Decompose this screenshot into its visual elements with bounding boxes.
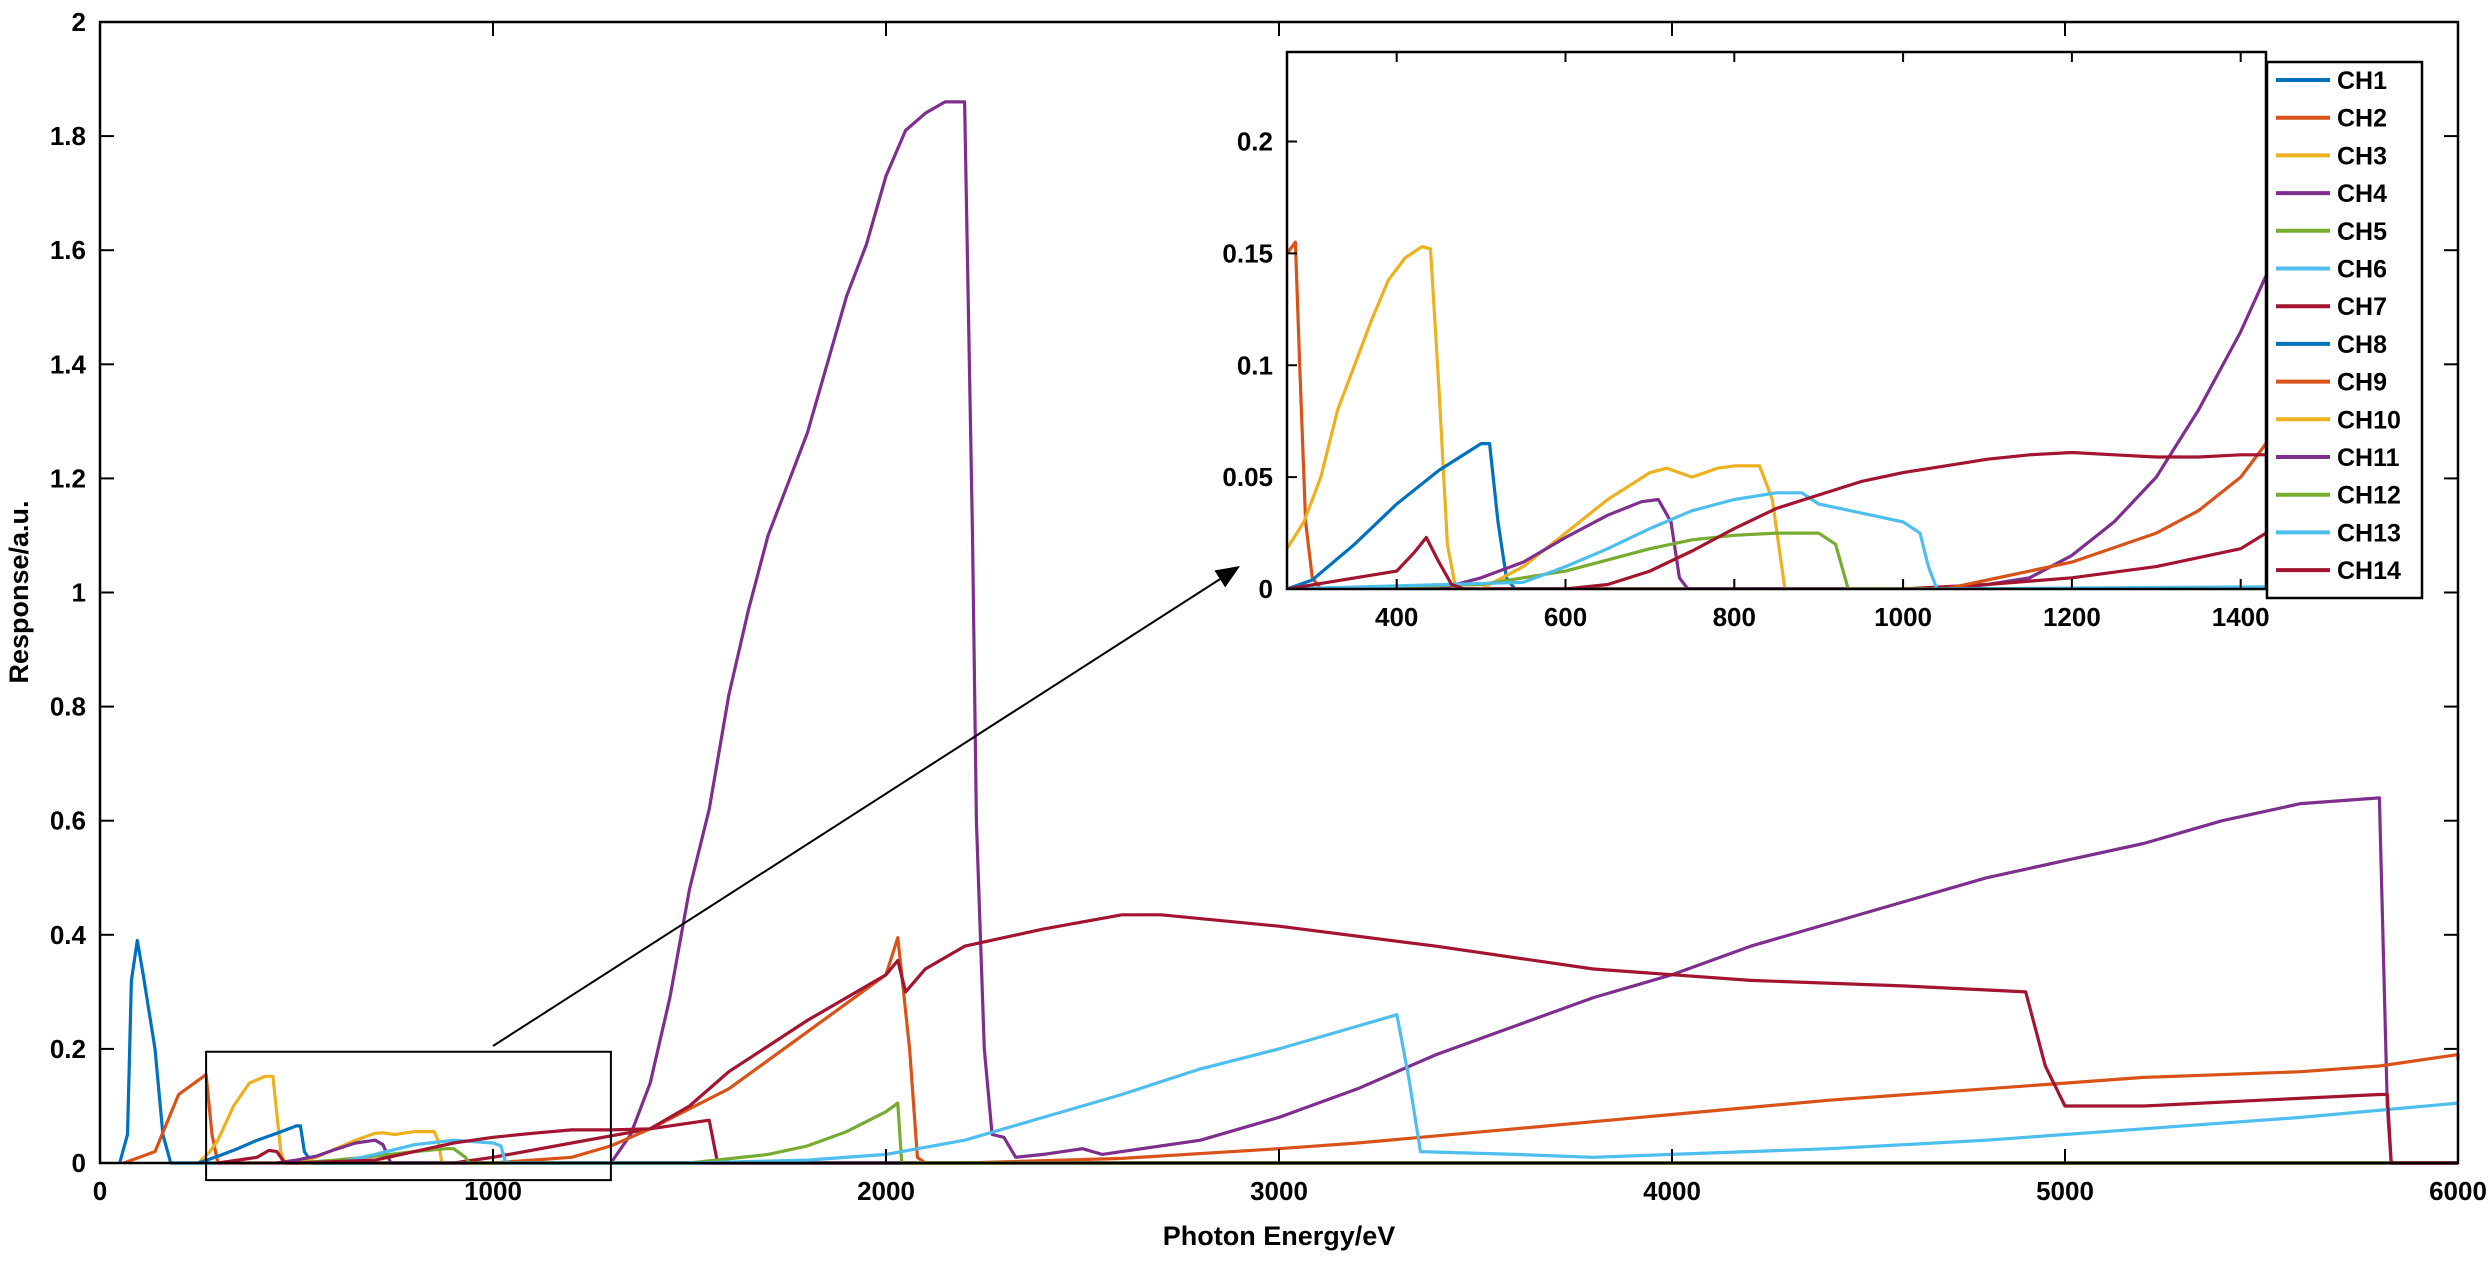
main-x-tick-label: 0 xyxy=(93,1176,107,1206)
legend-item-ch13: CH13 xyxy=(2276,519,2401,547)
legend-label: CH2 xyxy=(2337,105,2387,133)
legend-item-ch6: CH6 xyxy=(2276,256,2387,284)
legend-label: CH11 xyxy=(2337,444,2400,472)
main-y-tick-label: 0.2 xyxy=(50,1034,86,1064)
main-y-tick-label: 0.6 xyxy=(50,806,86,836)
zoom-box xyxy=(205,1050,612,1182)
main-y-ticks: 0 0.2 0.4 0.6 0.8 1 1.2 1.4 1.6 1.8 2 xyxy=(50,7,2458,1178)
legend-item-ch1: CH1 xyxy=(2276,67,2387,95)
main-x-tick-label: 3000 xyxy=(1250,1176,1308,1206)
legend-item-ch10: CH10 xyxy=(2276,406,2401,434)
legend-item-ch4: CH4 xyxy=(2276,180,2387,208)
inset-series-ch3 xyxy=(1287,245,2266,589)
main-y-tick-label: 0.8 xyxy=(50,692,86,722)
main-series-ch3 xyxy=(197,1074,2458,1165)
legend-item-ch14: CH14 xyxy=(2276,557,2401,585)
x-axis-label: Photon Energy/eV xyxy=(1163,1221,1396,1251)
inset-y-tick-label: 0.2 xyxy=(1237,127,1273,157)
legend-label: CH1 xyxy=(2337,67,2387,95)
main-y-tick-label: 1 xyxy=(72,578,86,608)
legend-item-ch12: CH12 xyxy=(2276,482,2401,510)
main-y-tick-label: 0 xyxy=(72,1148,86,1178)
main-y-tick-label: 0.4 xyxy=(50,920,87,950)
legend: CH1 CH2 CH3 CH4 CH5 CH6 CH7 CH8 CH9 CH10 CH11 CH12 C… xyxy=(2265,60,2424,600)
legend-label: CH12 xyxy=(2337,482,2401,510)
main-y-tick-label: 2 xyxy=(72,7,86,37)
legend-box xyxy=(2265,60,2424,600)
legend-label: CH6 xyxy=(2337,256,2387,284)
main-x-tick-label: 4000 xyxy=(1643,1176,1701,1206)
legend-label: CH3 xyxy=(2337,142,2387,170)
inset-y-tick-label: 0.15 xyxy=(1222,238,1273,268)
legend-item-ch8: CH8 xyxy=(2276,331,2387,359)
inset-y-tick-label: 0.1 xyxy=(1237,350,1273,380)
y-axis-label: Response/a.u. xyxy=(4,500,34,683)
inset-series-ch12 xyxy=(1287,531,2266,589)
legend-label: CH10 xyxy=(2337,406,2401,434)
zoom-arrow-head xyxy=(1214,566,1240,588)
inset-x-tick-label: 400 xyxy=(1375,602,1418,632)
legend-items: CH1 CH2 CH3 CH4 CH5 CH6 CH7 CH8 CH9 CH10 CH11 CH12 C… xyxy=(2276,67,2401,585)
legend-label: CH9 xyxy=(2337,369,2387,397)
inset-series-ch13 xyxy=(1287,491,2266,589)
main-series-ch4 xyxy=(609,100,2458,1165)
main-series-ch14 xyxy=(217,913,2458,1165)
legend-item-ch7: CH7 xyxy=(2276,293,2387,321)
inset-x-ticks: 400 600 800 1000 1200 1400 xyxy=(1375,52,2270,632)
legend-label: CH7 xyxy=(2337,293,2387,321)
inset-series-lines xyxy=(1287,240,2266,589)
legend-item-ch2: CH2 xyxy=(2276,105,2387,133)
main-y-tick-label: 1.4 xyxy=(50,349,87,379)
legend-label: CH5 xyxy=(2337,218,2387,246)
inset-background xyxy=(1287,52,2266,589)
main-x-tick-label: 5000 xyxy=(2036,1176,2094,1206)
legend-item-ch3: CH3 xyxy=(2276,142,2387,170)
inset-y-tick-label: 0.05 xyxy=(1222,462,1273,492)
zoom-arrow-line xyxy=(492,573,1229,1047)
main-plot: 0 1000 2000 3000 4000 5000 6000 00.20.40.60.81… xyxy=(4,7,2487,1251)
inset-y-ticks: 0 0.05 0.1 0.15 0.2 xyxy=(1222,127,1297,604)
main-y-tick-label: 1.2 xyxy=(50,463,86,493)
main-y-tick-label: 1.8 xyxy=(50,121,86,151)
inset-plot: 400 600 800 1000 1200 1400 0 0.05 0.1 0.15 0.2 xyxy=(1222,50,2270,632)
legend-item-ch11: CH11 xyxy=(2276,444,2400,472)
inset-series-ch7 xyxy=(1287,531,2266,589)
legend-label: CH8 xyxy=(2337,331,2387,359)
main-series-ch1 xyxy=(118,938,2458,1165)
inset-x-tick-label: 800 xyxy=(1713,602,1756,632)
legend-label: CH13 xyxy=(2337,519,2401,547)
legend-item-ch5: CH5 xyxy=(2276,218,2387,246)
inset-y-tick-label: 0 xyxy=(1259,574,1273,604)
legend-item-ch9: CH9 xyxy=(2276,369,2387,397)
inset-x-tick-label: 600 xyxy=(1544,602,1587,632)
inset-x-tick-label: 1200 xyxy=(2043,602,2101,632)
inset-series-ch14 xyxy=(1287,450,2266,589)
inset-x-tick-label: 1000 xyxy=(1874,602,1932,632)
legend-label: CH14 xyxy=(2337,557,2401,585)
zoom-box-group xyxy=(205,566,1240,1182)
legend-label: CH4 xyxy=(2337,180,2387,208)
inset-x-tick-label: 1400 xyxy=(2212,602,2270,632)
main-series-ch13 xyxy=(335,1013,2459,1165)
main-y-tick-label: 1.6 xyxy=(50,235,86,265)
inset-series-ch11 xyxy=(1287,497,2266,589)
main-x-tick-label: 6000 xyxy=(2429,1176,2487,1206)
main-x-tick-label: 2000 xyxy=(857,1176,915,1206)
